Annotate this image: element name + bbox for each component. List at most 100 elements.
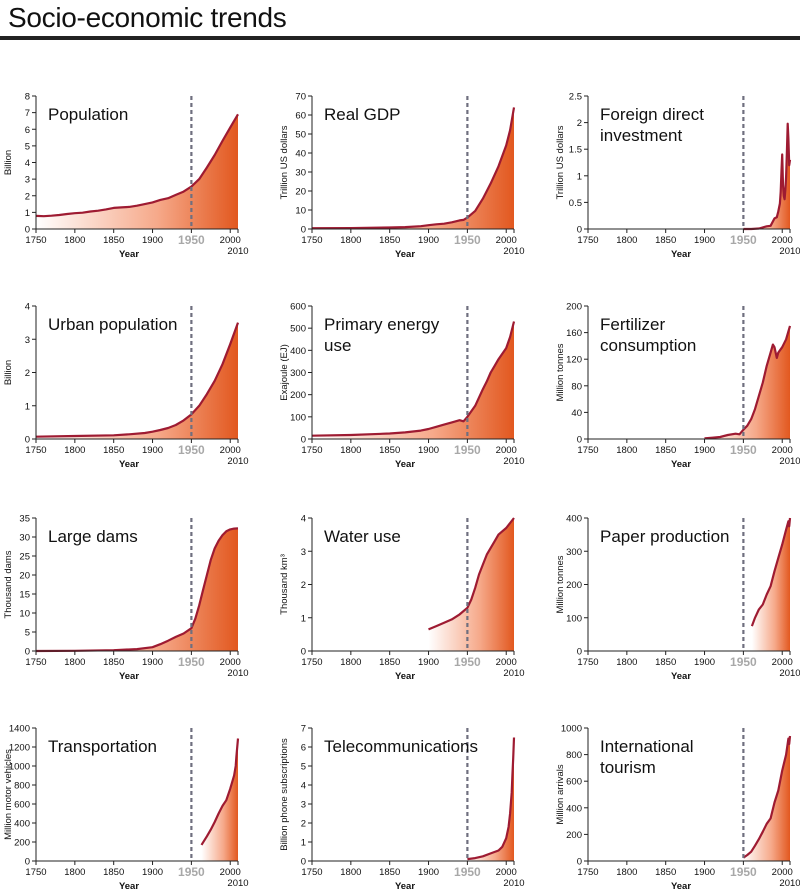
transportation-x-axis-label: Year xyxy=(119,881,139,892)
urban-population-y-tick-label: 4 xyxy=(25,302,30,313)
large-dams-y-tick-label: 20 xyxy=(19,571,30,582)
population-x-axis-label: Year xyxy=(119,249,139,260)
foreign-direct-investment-y-tick-label: 0.5 xyxy=(569,198,582,209)
real-gdp-y-axis-label: Trillion US dollars xyxy=(279,125,290,199)
population-y-tick-label: 5 xyxy=(25,141,30,152)
international-tourism-y-tick-label: 200 xyxy=(566,830,582,841)
population-x-tick-label: 1850 xyxy=(103,235,124,246)
primary-energy-use-x-tick-label: 2000 xyxy=(496,445,517,456)
large-dams-x-axis-label: Year xyxy=(119,671,139,682)
urban-population-end-year-label: 2010 xyxy=(227,456,248,467)
transportation-series-line xyxy=(200,738,240,846)
fertilizer-consumption-y-tick-label: 120 xyxy=(566,355,582,366)
primary-energy-use-series-line xyxy=(311,321,516,437)
telecommunications-title-line: Telecommunications xyxy=(324,737,478,756)
real-gdp-x-tick-label: 1850 xyxy=(379,235,400,246)
transportation-x-tick-label: 1800 xyxy=(64,867,85,878)
primary-energy-use-1950-label: 1950 xyxy=(454,443,481,457)
paper-production-series-line xyxy=(750,517,792,627)
transportation-y-tick-label: 1200 xyxy=(9,743,30,754)
large-dams-end-year-label: 2010 xyxy=(227,668,248,679)
international-tourism-title: International tourism xyxy=(600,737,694,777)
water-use-end-year-label: 2010 xyxy=(503,668,524,679)
telecommunications-x-tick-label: 2000 xyxy=(496,867,517,878)
urban-population-y-tick-label: 0 xyxy=(25,435,30,446)
fertilizer-consumption-series-line xyxy=(704,325,792,440)
international-tourism-title-line: tourism xyxy=(600,758,656,777)
urban-population-x-tick-label: 1800 xyxy=(64,445,85,456)
urban-population-y-tick-label: 1 xyxy=(25,401,30,412)
paper-production-y-tick-label: 400 xyxy=(566,514,582,525)
urban-population-series-line xyxy=(35,322,240,438)
large-dams-y-axis-label: Thousand dams xyxy=(3,550,14,618)
real-gdp-y-tick-label: 40 xyxy=(295,149,306,160)
fertilizer-consumption-y-axis-label: Million tonnes xyxy=(555,343,566,401)
paper-production-1950-label: 1950 xyxy=(730,655,757,669)
paper-production-y-axis-label: Million tonnes xyxy=(555,555,566,613)
large-dams-1950-label: 1950 xyxy=(178,655,205,669)
real-gdp-x-tick-label: 1800 xyxy=(340,235,361,246)
transportation-y-tick-label: 1000 xyxy=(9,762,30,773)
primary-energy-use-y-tick-label: 300 xyxy=(290,368,306,379)
water-use-title: Water use xyxy=(324,527,401,546)
real-gdp-y-tick-label: 20 xyxy=(295,187,306,198)
international-tourism-x-tick-label: 1750 xyxy=(577,867,598,878)
international-tourism-x-tick-label: 2000 xyxy=(772,867,793,878)
real-gdp-area xyxy=(312,107,514,229)
international-tourism-x-tick-label: 1800 xyxy=(616,867,637,878)
foreign-direct-investment-x-tick-label: 1900 xyxy=(694,235,715,246)
water-use-y-tick-label: 0 xyxy=(301,647,306,658)
telecommunications-title: Telecommunications xyxy=(324,737,478,756)
population-series-line xyxy=(35,113,239,218)
foreign-direct-investment-x-tick-label: 1750 xyxy=(577,235,598,246)
fertilizer-consumption-x-tick-label: 1750 xyxy=(577,445,598,456)
paper-production-y-tick-label: 100 xyxy=(566,613,582,624)
water-use-x-tick-label: 1800 xyxy=(340,657,361,668)
real-gdp-x-tick-label: 1900 xyxy=(418,235,439,246)
water-use-x-tick-label: 1900 xyxy=(418,657,439,668)
foreign-direct-investment-x-axis-label: Year xyxy=(671,249,691,260)
foreign-direct-investment-y-tick-label: 2.5 xyxy=(569,92,582,103)
international-tourism-y-tick-label: 1000 xyxy=(561,724,582,735)
population-y-tick-label: 8 xyxy=(25,92,30,103)
urban-population-x-tick-label: 2000 xyxy=(220,445,241,456)
large-dams-title: Large dams xyxy=(48,527,138,546)
population-y-tick-label: 2 xyxy=(25,191,30,202)
transportation-title: Transportation xyxy=(48,737,157,756)
telecommunications-y-tick-label: 6 xyxy=(301,743,306,754)
international-tourism-y-tick-label: 0 xyxy=(577,857,582,868)
population-x-tick-label: 1750 xyxy=(25,235,46,246)
water-use-x-axis-label: Year xyxy=(395,671,415,682)
international-tourism-y-tick-label: 600 xyxy=(566,777,582,788)
real-gdp-title-line: Real GDP xyxy=(324,105,401,124)
chart-primary-energy-use: 0 100 200 300 400 500 600 1750 1800 1850 1900 1950 2… xyxy=(279,302,525,471)
primary-energy-use-title: Primary energy use xyxy=(324,315,440,355)
paper-production-x-tick-label: 1800 xyxy=(616,657,637,668)
real-gdp-y-tick-label: 60 xyxy=(295,111,306,122)
water-use-series-line xyxy=(428,517,515,631)
fertilizer-consumption-x-axis-label: Year xyxy=(671,459,691,470)
transportation-y-axis-label: Million motor vehicles xyxy=(3,749,14,840)
page-title: Socio-economic trends xyxy=(8,2,287,33)
telecommunications-x-tick-label: 1850 xyxy=(379,867,400,878)
urban-population-x-tick-label: 1850 xyxy=(103,445,124,456)
fertilizer-consumption-end-year-label: 2010 xyxy=(779,456,800,467)
foreign-direct-investment-title-line: investment xyxy=(600,126,682,145)
large-dams-x-tick-label: 1800 xyxy=(64,657,85,668)
telecommunications-x-axis-label: Year xyxy=(395,881,415,892)
large-dams-y-tick-label: 0 xyxy=(25,647,30,658)
chart-transportation: 0 200 400 600 800 1000 1200 1400 1750 1800 1850 190… xyxy=(3,724,249,893)
international-tourism-y-tick-label: 800 xyxy=(566,750,582,761)
large-dams-y-tick-label: 10 xyxy=(19,609,30,620)
telecommunications-y-tick-label: 5 xyxy=(301,762,306,773)
primary-energy-use-end-year-label: 2010 xyxy=(503,456,524,467)
population-title: Population xyxy=(48,105,128,124)
urban-population-y-tick-label: 3 xyxy=(25,335,30,346)
chart-paper-production: 0 100 200 300 400 1750 1800 1850 1900 1950 2000201… xyxy=(555,514,800,683)
transportation-x-tick-label: 1850 xyxy=(103,867,124,878)
transportation-y-tick-label: 200 xyxy=(14,838,30,849)
urban-population-x-tick-label: 1750 xyxy=(25,445,46,456)
